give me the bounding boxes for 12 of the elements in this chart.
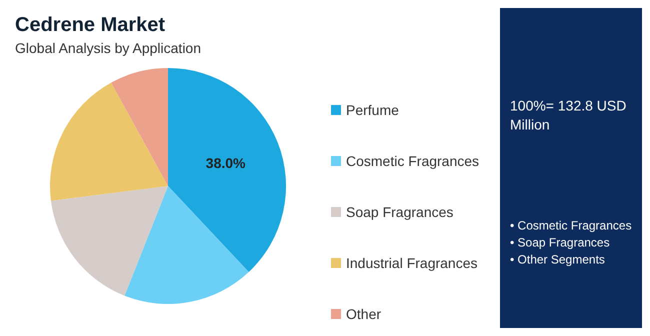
chart-subtitle: Global Analysis by Application: [15, 40, 201, 56]
legend-label: Other: [346, 306, 382, 322]
text: • Other Segments: [510, 252, 605, 266]
text: 100%= 132.8 USD Million: [510, 98, 630, 132]
data-label: 38.0%: [206, 155, 246, 172]
legend-label: Soap Fragrances: [346, 204, 454, 220]
legend-label: Industrial Fragrances: [346, 255, 478, 271]
text: • Soap Fragrances: [510, 236, 610, 250]
chart-title: Cedrene Market: [15, 14, 166, 36]
text: • Cosmetic Fragrances: [510, 218, 632, 232]
legend-label: Perfume: [346, 102, 400, 118]
legend-label: Cosmetic Fragrances: [346, 153, 480, 169]
